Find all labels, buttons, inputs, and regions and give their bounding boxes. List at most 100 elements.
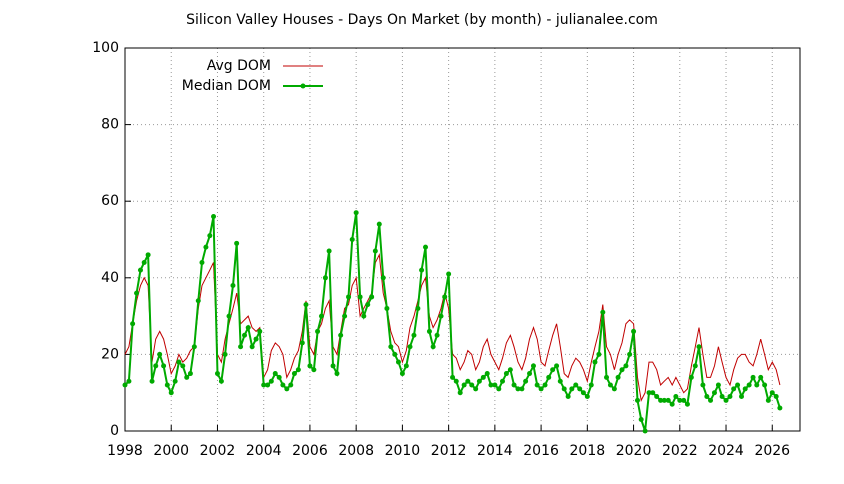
data-point — [638, 417, 644, 423]
data-point — [499, 378, 505, 384]
data-point — [480, 374, 486, 380]
data-point — [669, 401, 675, 407]
data-point — [615, 374, 621, 380]
data-point — [291, 371, 297, 377]
data-point — [557, 378, 563, 384]
data-point — [295, 367, 301, 373]
data-point — [357, 294, 363, 300]
y-tick-label: 0 — [110, 423, 119, 439]
data-point — [727, 394, 733, 400]
data-point — [261, 382, 267, 388]
data-point — [318, 313, 324, 319]
data-point — [222, 351, 228, 357]
data-point — [342, 313, 348, 319]
data-point — [515, 386, 521, 392]
data-point — [307, 363, 313, 369]
data-point — [395, 359, 401, 365]
data-point — [573, 382, 579, 388]
data-point — [465, 378, 471, 384]
data-point — [550, 367, 556, 373]
data-point — [280, 382, 286, 388]
x-tick-label: 2018 — [570, 443, 606, 459]
data-point — [754, 382, 760, 388]
data-point — [673, 394, 679, 400]
data-point — [265, 382, 271, 388]
data-point — [623, 363, 629, 369]
data-point — [238, 344, 244, 350]
x-tick-label: 2024 — [708, 443, 744, 459]
data-point — [681, 397, 687, 403]
data-point — [346, 294, 352, 300]
data-point — [153, 363, 159, 369]
data-point — [658, 397, 664, 403]
data-point — [365, 302, 371, 308]
data-point — [141, 259, 147, 265]
data-point — [438, 313, 444, 319]
data-point — [665, 397, 671, 403]
data-point — [569, 386, 575, 392]
data-point — [696, 344, 702, 350]
data-point — [430, 344, 436, 350]
data-point — [519, 386, 525, 392]
data-point — [758, 374, 764, 380]
data-point — [596, 351, 602, 357]
data-point — [242, 332, 248, 338]
data-point — [561, 386, 567, 392]
data-point — [126, 378, 132, 384]
data-point — [627, 351, 633, 357]
data-point — [492, 382, 498, 388]
data-point — [419, 267, 425, 273]
data-point — [750, 374, 756, 380]
data-point — [611, 386, 617, 392]
x-tick-label: 2008 — [338, 443, 374, 459]
data-point — [253, 336, 259, 342]
data-point — [234, 240, 240, 246]
data-point — [739, 394, 745, 400]
data-point — [511, 382, 517, 388]
data-point — [527, 371, 533, 377]
data-point — [284, 386, 290, 392]
data-point — [530, 363, 536, 369]
data-point — [484, 371, 490, 377]
data-point — [423, 244, 429, 250]
data-point — [654, 394, 660, 400]
data-point — [134, 290, 140, 296]
y-tick-label: 100 — [92, 40, 119, 56]
data-point — [372, 248, 378, 254]
data-point — [692, 363, 698, 369]
data-point — [415, 305, 421, 311]
x-tick-label: 2022 — [662, 443, 698, 459]
data-point — [631, 328, 637, 334]
data-point — [773, 394, 779, 400]
data-point — [268, 378, 274, 384]
data-point — [496, 386, 502, 392]
data-point — [168, 390, 174, 396]
data-point — [399, 371, 405, 377]
y-tick-label: 40 — [101, 270, 119, 286]
x-tick-label: 2010 — [385, 443, 421, 459]
data-point — [476, 378, 482, 384]
chart-title: Silicon Valley Houses - Days On Market (… — [186, 12, 658, 28]
data-point — [411, 332, 417, 338]
data-point — [326, 248, 332, 254]
data-point — [642, 428, 648, 434]
y-tick-label: 80 — [101, 117, 119, 133]
data-point — [715, 382, 721, 388]
x-tick-label: 2002 — [200, 443, 236, 459]
data-point — [661, 397, 667, 403]
data-point — [534, 382, 540, 388]
x-tick-label: 2006 — [292, 443, 328, 459]
data-point — [330, 363, 336, 369]
data-point — [565, 394, 571, 400]
data-point — [677, 397, 683, 403]
data-point — [218, 378, 224, 384]
data-point — [735, 382, 741, 388]
data-point — [542, 382, 548, 388]
data-point — [180, 363, 186, 369]
data-point — [211, 214, 217, 220]
data-point — [473, 386, 479, 392]
data-point — [130, 321, 136, 327]
data-point — [584, 394, 590, 400]
data-point — [700, 382, 706, 388]
data-point — [704, 394, 710, 400]
